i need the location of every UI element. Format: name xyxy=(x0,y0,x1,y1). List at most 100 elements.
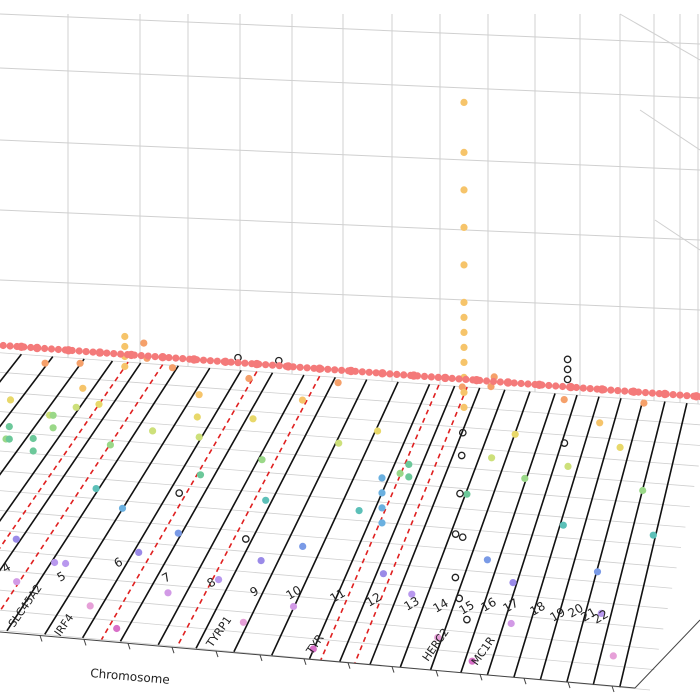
snp-point xyxy=(239,618,247,626)
gene-label: SLC45A2 xyxy=(6,582,45,630)
gene-label: MC1R xyxy=(469,634,498,668)
baseline-point xyxy=(448,374,456,382)
floor-lane-line xyxy=(0,371,700,426)
baseline-point xyxy=(130,351,138,359)
baseline-point xyxy=(462,375,470,383)
baseline-point xyxy=(172,354,180,362)
snp-point xyxy=(460,313,468,321)
baseline-point xyxy=(144,352,152,360)
baseline-point xyxy=(338,366,346,374)
snp-point xyxy=(460,403,468,411)
chromosome-boundary-line xyxy=(618,402,688,688)
baseline-point xyxy=(275,362,283,370)
baseline-point xyxy=(634,388,643,396)
chromosome-boundary-line xyxy=(566,399,644,683)
baseline-point xyxy=(248,360,256,368)
chromosome-label: 18 xyxy=(528,599,548,619)
baseline-point xyxy=(517,379,525,388)
chromosome-boundary-line xyxy=(119,372,274,642)
highlighted-snp-point xyxy=(560,439,569,447)
chromosome-boundary-line xyxy=(233,379,368,653)
chromosome-boundary-line xyxy=(195,376,337,649)
baseline-point xyxy=(61,346,69,354)
chromosome-boundary-line xyxy=(513,396,600,678)
baseline-point xyxy=(6,342,14,350)
highlighted-snp-point xyxy=(458,533,467,542)
snp-point xyxy=(564,462,572,470)
baseline-point xyxy=(559,382,567,391)
baseline-point xyxy=(117,350,125,358)
snp-point xyxy=(507,619,515,628)
baseline-point xyxy=(662,390,670,398)
baseline-point xyxy=(179,355,187,363)
chromosome-boundary-line xyxy=(429,391,531,671)
highlighted-snp-point xyxy=(463,615,471,624)
baseline-point xyxy=(538,381,546,389)
gene-label: TYRP1 xyxy=(203,614,234,651)
baseline-point xyxy=(96,349,104,357)
chromosome-boundary-line xyxy=(0,362,142,572)
snp-point xyxy=(245,374,253,383)
snp-point xyxy=(106,441,114,449)
floor-lane-line xyxy=(0,391,700,446)
baseline-point xyxy=(199,356,208,364)
snp-point xyxy=(262,496,270,504)
snp-point xyxy=(140,339,148,347)
baseline-point xyxy=(0,341,7,350)
snp-point xyxy=(121,332,129,341)
x-axis-tick xyxy=(435,670,439,677)
snp-point xyxy=(258,456,266,464)
snp-point xyxy=(195,433,203,441)
snp-point xyxy=(378,474,386,482)
snp-point xyxy=(79,384,87,392)
baseline-point xyxy=(407,371,415,379)
baseline-point xyxy=(82,348,90,356)
baseline-point xyxy=(20,343,28,351)
snp-point xyxy=(249,415,257,423)
snp-point xyxy=(149,427,157,435)
chromosome-dividers xyxy=(0,353,688,688)
baseline-point xyxy=(400,371,408,379)
baseline-point xyxy=(372,369,380,377)
baseline-point xyxy=(379,369,387,377)
baseline-point xyxy=(579,384,587,392)
baseline-point xyxy=(27,343,35,352)
highlighted-snp-point xyxy=(451,573,460,582)
snp-point xyxy=(396,469,404,477)
baseline-point xyxy=(193,356,201,364)
grid-horizontal-line xyxy=(0,279,700,311)
snp-point xyxy=(51,558,59,567)
snp-point xyxy=(257,557,265,565)
snp-point xyxy=(174,529,182,537)
data-points xyxy=(0,98,700,665)
snp-point xyxy=(509,579,517,587)
snp-point xyxy=(29,434,37,443)
floor-lane-line xyxy=(0,450,690,508)
highlighted-snp-point xyxy=(241,535,250,543)
baseline-point xyxy=(413,372,422,380)
floor-lane-line xyxy=(0,529,673,589)
chromosome-boundary-line xyxy=(460,393,556,673)
chromosome-label: 13 xyxy=(402,594,422,614)
snp-point xyxy=(609,652,617,660)
baseline-point xyxy=(151,353,159,361)
chromosome-label: 15 xyxy=(457,598,477,618)
snp-point xyxy=(460,298,468,306)
baseline-point xyxy=(220,358,228,366)
snp-point xyxy=(215,576,223,584)
baseline-point xyxy=(268,361,277,369)
snp-point xyxy=(597,609,605,618)
baseline-point xyxy=(289,363,297,371)
chromosome-label: 9 xyxy=(248,584,262,600)
floor-lane-line xyxy=(0,609,655,671)
snp-point xyxy=(193,413,201,421)
floor-lane-line xyxy=(0,470,686,528)
snp-point xyxy=(405,460,413,468)
snp-point xyxy=(639,486,647,495)
x-axis-line xyxy=(0,631,636,689)
baseline-point xyxy=(697,393,700,401)
floor-lane-line xyxy=(0,510,677,569)
snp-point xyxy=(118,504,127,512)
chromosome-label: 4 xyxy=(0,560,13,576)
snp-point xyxy=(309,645,317,653)
